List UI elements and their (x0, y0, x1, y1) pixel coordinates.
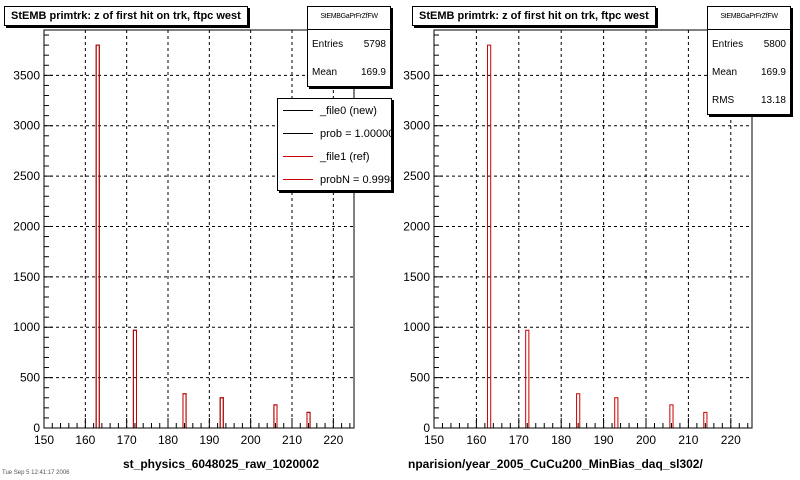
left-stats-entries-row: Entries 5798 (308, 30, 390, 58)
left-bar-series1 (132, 329, 137, 428)
right-stats-box: StEMBGaPrFrZfFW Entries 5800 Mean 169.9 … (707, 6, 791, 115)
right-y-tick-label: 3500 (403, 68, 430, 82)
legend-entry-file0: _file0 (new) (278, 99, 391, 122)
left-legend: _file0 (new) prob = 1.000000 _file1 (ref… (277, 98, 392, 191)
legend-sample-file0 (283, 110, 313, 111)
right-stats-rms-value: 13.18 (760, 94, 786, 106)
right-x-tick-label: 200 (636, 433, 656, 447)
right-x-tick-label: 180 (551, 433, 571, 447)
right-y-tick-label: 2000 (403, 219, 430, 233)
left-x-tick-label: 220 (323, 433, 343, 447)
right-x-tick-label: 220 (721, 433, 741, 447)
left-x-tick-label: 200 (241, 433, 261, 447)
right-y-tick-label: 3000 (403, 119, 430, 133)
legend-sample-file1 (283, 156, 313, 157)
legend-entry-file1: _file1 (ref) (278, 145, 391, 168)
left-plot-border (43, 29, 355, 429)
right-stats-mean-label: Mean (712, 66, 738, 78)
right-x-tick-label: 160 (466, 433, 486, 447)
legend-label-probn: probN = 0.99989 (320, 173, 391, 186)
left-y-tick-label: 0 (33, 421, 40, 435)
left-y-tick-label: 2500 (13, 169, 40, 183)
right-stats-entries-value: 5800 (763, 38, 786, 50)
right-bar-series0 (669, 404, 674, 428)
left-bar-series1 (182, 393, 187, 428)
right-bar-series0 (703, 411, 708, 428)
right-x-tick-label: 150 (424, 433, 444, 447)
right-bar-series0 (487, 44, 492, 428)
right-y-tick-label: 1500 (403, 270, 430, 284)
left-stats-name: StEMBGaPrFrZfFW (308, 7, 390, 30)
left-y-tick-label: 3500 (13, 68, 40, 82)
left-stats-mean-value: 169.9 (360, 66, 386, 78)
right-y-tick-label: 2500 (403, 169, 430, 183)
legend-label-file1: _file1 (ref) (320, 150, 370, 163)
legend-label-prob: prob = 1.000000 (320, 127, 391, 140)
legend-entry-probn: probN = 0.99989 (278, 168, 391, 190)
legend-label-file0: _file0 (new) (320, 104, 377, 117)
left-stats-box: StEMBGaPrFrZfFW Entries 5798 Mean 169.9 (307, 6, 391, 87)
left-x-tick-label: 170 (117, 433, 137, 447)
right-y-tick-label: 500 (410, 371, 430, 385)
left-y-tick-label: 1000 (13, 320, 40, 334)
left-chart-title: StEMB primtrk: z of first hit on trk, ft… (4, 6, 248, 26)
right-stats-mean-row: Mean 169.9 (708, 58, 790, 86)
right-bar-series0 (576, 393, 581, 428)
right-x-tick-label: 170 (509, 433, 529, 447)
left-y-tick-label: 1500 (13, 270, 40, 284)
left-plot-frame (43, 29, 355, 429)
right-stats-entries-row: Entries 5800 (708, 30, 790, 58)
timestamp-note: Tue Sep 5 12:41:17 2006 (2, 470, 70, 476)
right-y-tick-label: 1000 (403, 320, 430, 334)
left-x-tick-label: 190 (199, 433, 219, 447)
left-stats-entries-value: 5798 (363, 38, 386, 50)
right-stats-entries-label: Entries (712, 38, 744, 50)
legend-sample-probn (283, 179, 313, 180)
legend-entry-prob: prob = 1.000000 (278, 122, 391, 145)
right-stats-rms-label: RMS (712, 94, 735, 106)
right-plot-border (433, 29, 753, 429)
left-bar-series1 (273, 404, 278, 428)
left-stats-entries-label: Entries (312, 38, 344, 50)
right-stats-name: StEMBGaPrFrZfFW (708, 7, 790, 30)
right-bar-series0 (525, 329, 530, 428)
legend-sample-prob (283, 133, 313, 134)
left-y-tick-label: 3000 (13, 119, 40, 133)
right-chart-title: StEMB primtrk: z of first hit on trk, ft… (412, 6, 656, 26)
left-x-label: st_physics_6048025_raw_1020002 (123, 457, 320, 471)
right-x-tick-label: 190 (594, 433, 614, 447)
left-stats-mean-label: Mean (312, 66, 338, 78)
right-x-tick-label: 210 (678, 433, 698, 447)
left-y-tick-label: 500 (20, 371, 40, 385)
left-x-tick-label: 210 (282, 433, 302, 447)
left-bar-series1 (95, 44, 100, 428)
right-stats-mean-value: 169.9 (760, 66, 786, 78)
left-stats-mean-row: Mean 169.9 (308, 58, 390, 86)
left-x-tick-label: 180 (158, 433, 178, 447)
right-x-label: nparision/year_2005_CuCu200_MinBias_daq_… (408, 457, 703, 471)
right-stats-rms-row: RMS 13.18 (708, 86, 790, 114)
left-x-tick-label: 150 (34, 433, 54, 447)
right-plot-frame (433, 29, 753, 429)
right-bar-series0 (614, 397, 619, 428)
right-y-tick-label: 0 (423, 421, 430, 435)
left-y-tick-label: 2000 (13, 219, 40, 233)
left-bar-series1 (306, 411, 311, 428)
left-bar-series1 (219, 397, 224, 428)
left-x-tick-label: 160 (75, 433, 95, 447)
